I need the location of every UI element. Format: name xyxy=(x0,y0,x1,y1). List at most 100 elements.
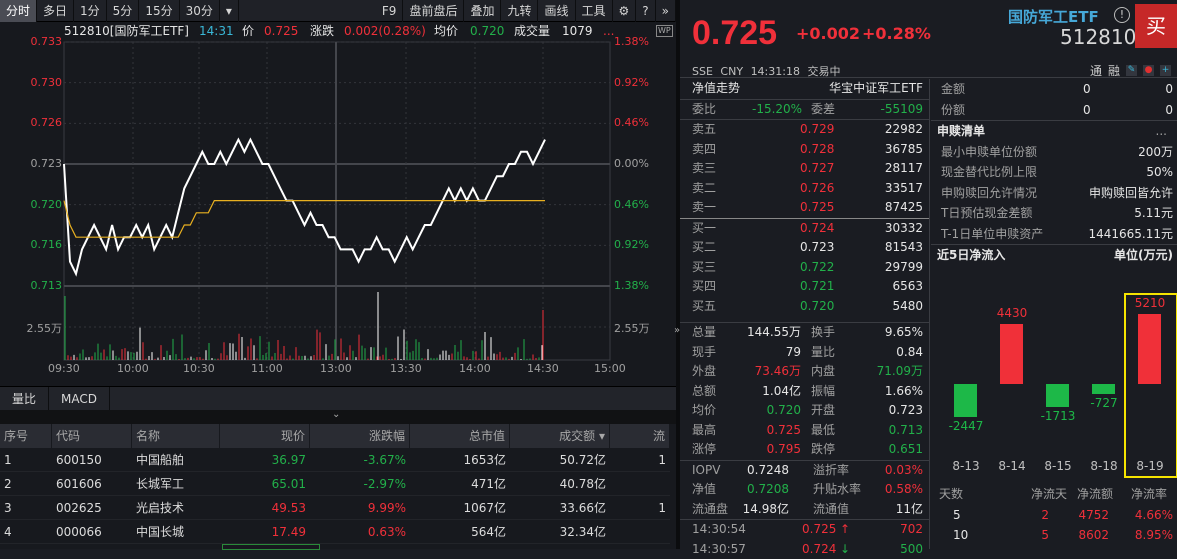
stat-value: 1.04亿 xyxy=(762,382,801,402)
info-icon[interactable]: ! xyxy=(1114,7,1130,23)
toolbar-item-5[interactable]: 工具 xyxy=(576,0,613,22)
security-code: 512810 xyxy=(1060,25,1136,49)
flow-col-header: 净流天 xyxy=(1031,484,1067,505)
toolbar-item-2[interactable]: 叠加 xyxy=(464,0,501,22)
stat-label: 跌停 xyxy=(811,440,835,460)
y-axis-pct-tick: 0.92% xyxy=(614,76,649,89)
alert-bell-icon[interactable]: ● xyxy=(1143,65,1154,76)
stat-label: 现手 xyxy=(692,343,716,363)
stat-label: 换手 xyxy=(811,323,835,343)
tab-period-0[interactable]: 分时 xyxy=(0,0,37,22)
column-header[interactable]: 总市值 xyxy=(410,424,510,448)
side-value: 0 xyxy=(1165,79,1173,100)
chevron-down-icon[interactable]: ⌄ xyxy=(332,409,340,420)
buy-button[interactable]: 买 xyxy=(1135,4,1177,48)
tab-period-2[interactable]: 1分 xyxy=(74,0,107,22)
cell-amt: 32.34亿 xyxy=(510,520,610,543)
flow-title: 近5日净流入 xyxy=(937,245,1005,266)
cell-extra: 1 xyxy=(610,496,670,519)
more-icon[interactable]: » xyxy=(656,0,676,22)
tab-period-1[interactable]: 多日 xyxy=(37,0,74,22)
toolbar-item-4[interactable]: 画线 xyxy=(538,0,575,22)
bid-volume: 6563 xyxy=(892,277,923,297)
collapse-bar[interactable]: ⌄ xyxy=(0,410,676,424)
ratio-label: 委比 xyxy=(692,100,716,120)
stat-value: 0.725 xyxy=(767,421,801,441)
column-header[interactable]: 序号 xyxy=(0,424,52,448)
x-axis-tick: 10:30 xyxy=(183,362,215,375)
tab-period-3[interactable]: 5分 xyxy=(107,0,140,22)
flow-value: -2447 xyxy=(941,419,991,433)
toolbar-item-0[interactable]: F9 xyxy=(376,0,404,22)
y-axis-pct-tick: 0.92% xyxy=(614,238,649,251)
bid-price: 0.722 xyxy=(800,258,834,278)
stat-value: 0.651 xyxy=(889,440,923,460)
cell-name: 光启技术 xyxy=(132,496,220,519)
indicator-tab-0[interactable]: 量比 xyxy=(0,387,49,411)
list-label: T日预估现金差额 xyxy=(941,203,1032,224)
ask-price: 0.725 xyxy=(800,198,834,218)
flow-table-header: 天数净流天净流额净流率 xyxy=(931,484,1177,505)
ask-label: 卖五 xyxy=(692,120,716,140)
cell-idx: 4 xyxy=(0,520,52,543)
cell-price: 36.97 xyxy=(220,448,310,471)
flow-cell: 8.95% xyxy=(1135,525,1173,546)
toolbar-item-3[interactable]: 九转 xyxy=(501,0,538,22)
ask-volume: 22982 xyxy=(885,120,923,140)
column-header[interactable]: 成交额 ▾ xyxy=(510,424,610,448)
column-header[interactable]: 名称 xyxy=(132,424,220,448)
flow-cell: 10 xyxy=(953,525,968,546)
period-dropdown-icon[interactable]: ▾ xyxy=(220,0,239,22)
tab-period-5[interactable]: 30分 xyxy=(180,0,220,22)
ask-volume: 28117 xyxy=(885,159,923,179)
creation-list-header[interactable]: 申赎清单... xyxy=(931,121,1177,142)
security-name: 国防军工ETF xyxy=(1008,6,1099,27)
edit-icon[interactable]: ✎ xyxy=(1126,65,1137,76)
cell-idx: 2 xyxy=(0,472,52,495)
flow-unit: 单位(万元) xyxy=(1114,245,1173,266)
diff-label: 委差 xyxy=(811,100,835,120)
etf-stat-value: 0.03% xyxy=(885,461,923,481)
cell-cap: 1653亿 xyxy=(410,448,510,471)
nav-trend-label: 净值走势 xyxy=(692,79,740,99)
tag-tong: 通 xyxy=(1090,62,1102,79)
side-label: 金额 xyxy=(941,79,965,100)
list-label: 最小申赎单位份额 xyxy=(941,142,1037,163)
column-header[interactable]: 流 xyxy=(610,424,670,448)
indicator-tab-1[interactable]: MACD xyxy=(49,387,110,411)
tab-period-4[interactable]: 15分 xyxy=(139,0,179,22)
column-header[interactable]: 涨跌幅 xyxy=(310,424,410,448)
column-header[interactable]: 代码 xyxy=(52,424,132,448)
ask-volume: 36785 xyxy=(885,140,923,160)
trading-status: 交易中 xyxy=(807,65,840,78)
toolbar-item-1[interactable]: 盘前盘后 xyxy=(403,0,464,22)
side-label: 份额 xyxy=(941,100,965,121)
book-row[interactable]: 净值走势华宝中证军工ETF xyxy=(680,79,929,99)
last-price: 0.725 xyxy=(692,14,777,53)
etf-stat-label: 流通值 xyxy=(813,500,849,520)
wp-icon[interactable]: WP xyxy=(656,25,673,37)
y-axis-tick: 0.716 xyxy=(0,238,62,251)
tick-price: 0.725 xyxy=(802,520,836,540)
column-header[interactable]: 现价 xyxy=(220,424,310,448)
settings-icon[interactable]: ⚙ xyxy=(613,0,637,22)
help-icon[interactable]: ? xyxy=(636,0,655,22)
stat-label: 涨停 xyxy=(692,440,716,460)
add-icon[interactable]: + xyxy=(1160,65,1171,76)
stat-label: 内盘 xyxy=(811,362,835,382)
